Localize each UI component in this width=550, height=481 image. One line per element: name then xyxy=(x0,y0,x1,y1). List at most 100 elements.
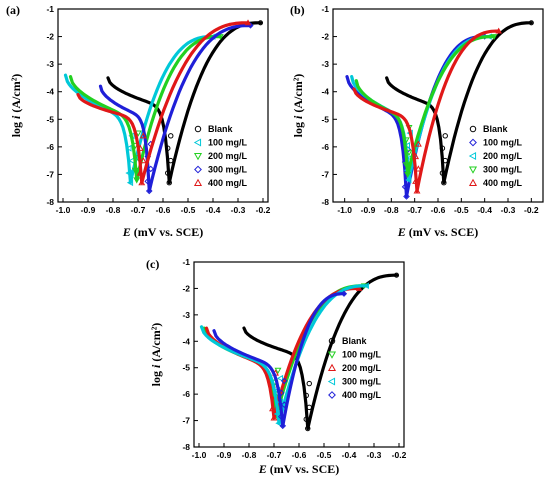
polarization-curve xyxy=(76,21,250,185)
polarization-curve xyxy=(350,35,491,182)
legend: Blank 100 mg/L 200 mg/L 300 mg/L 400 mg/L xyxy=(468,124,523,188)
x-tick-label: -0.7 xyxy=(407,205,422,215)
data-point xyxy=(340,290,348,297)
y-tick-label: -7 xyxy=(182,416,190,426)
data-point xyxy=(138,179,146,186)
x-tick-label: -0.4 xyxy=(206,205,221,215)
x-tick-label: -0.6 xyxy=(292,450,307,460)
legend-marker xyxy=(328,391,336,399)
data-point xyxy=(280,377,288,385)
data-point xyxy=(495,27,502,34)
y-tick-label: -6 xyxy=(182,389,190,399)
data-point xyxy=(139,157,147,164)
data-point xyxy=(269,405,276,412)
polarization-curve xyxy=(106,21,263,185)
panel-3: -1.0 -0.9 -0.8 -0.7 -0.6 -0.5 -0.4 -0.3 -0.2 -8 -7… xyxy=(146,257,407,476)
data-point xyxy=(277,413,285,420)
data-point xyxy=(439,145,446,151)
polarization-curve xyxy=(212,292,346,428)
x-tick-label: -0.8 xyxy=(106,205,121,215)
data-point xyxy=(405,176,412,184)
data-point xyxy=(393,272,400,278)
y-tick-label: -1 xyxy=(321,4,329,14)
x-tick-label: -0.9 xyxy=(361,205,376,215)
data-point xyxy=(168,133,174,139)
y-tick-label: -1 xyxy=(46,4,54,14)
data-point xyxy=(133,177,141,184)
data-point xyxy=(403,142,411,149)
data-point xyxy=(274,367,282,374)
legend-entry: Blank xyxy=(342,336,368,346)
panel-label: (b) xyxy=(290,3,305,17)
x-tick-label: -1.0 xyxy=(337,205,352,215)
data-point xyxy=(306,404,312,411)
panel-label: (c) xyxy=(146,257,159,271)
x-tick-label: -0.7 xyxy=(131,205,146,215)
data-point xyxy=(165,170,171,176)
data-point xyxy=(442,133,448,139)
x-tick-label: -0.4 xyxy=(477,205,492,215)
data-point xyxy=(490,34,498,41)
data-point xyxy=(439,170,446,176)
x-tick-label: -0.8 xyxy=(242,450,257,460)
data-point xyxy=(412,177,420,184)
legend: Blank 100 mg/L 200 mg/L 300 mg/L 400 mg/L xyxy=(193,124,248,188)
legend-marker xyxy=(327,363,337,372)
data-point xyxy=(166,179,172,186)
legend-marker xyxy=(193,152,203,161)
x-tick-label: -0.2 xyxy=(256,205,271,215)
data-point xyxy=(412,152,420,160)
data-point xyxy=(280,401,288,409)
series-400-mg-l xyxy=(76,19,252,186)
legend-marker xyxy=(194,165,202,174)
y-tick-label: -1 xyxy=(182,257,190,267)
data-point xyxy=(244,19,252,26)
data-point xyxy=(404,171,412,179)
y-tick-label: -8 xyxy=(321,197,329,207)
y-tick-label: -8 xyxy=(46,197,54,207)
x-tick-label: -1.0 xyxy=(192,450,207,460)
polarization-curve xyxy=(352,29,501,193)
legend-marker xyxy=(469,138,477,147)
x-tick-label: -0.3 xyxy=(367,450,382,460)
panel-1: -1.0 -0.9 -0.8 -0.7 -0.6 -0.5 -0.4 -0.3 -0.2 -8 -7… xyxy=(6,3,271,239)
y-tick-label: -8 xyxy=(182,442,190,452)
legend: Blank 100 mg/L 200 mg/L 300 mg/L 400 mg/L xyxy=(327,336,382,400)
x-tick-label: -0.8 xyxy=(384,205,399,215)
panel-2: -1.0 -0.9 -0.8 -0.7 -0.6 -0.5 -0.4 -0.3 -0.2 -8 -7… xyxy=(290,3,544,239)
y-axis-label: log i (A/cm²) xyxy=(291,74,305,138)
y-tick-label: -3 xyxy=(321,59,329,69)
legend-marker xyxy=(327,377,336,386)
polarization-curve xyxy=(68,35,223,182)
x-tick-label: -0.5 xyxy=(454,205,469,215)
legend-entry: 100 mg/L xyxy=(208,138,248,148)
series-400-mg-l xyxy=(212,290,348,430)
data-point xyxy=(147,165,155,173)
legend-marker xyxy=(468,151,477,161)
polarization-curve xyxy=(204,286,361,420)
y-tick-label: -6 xyxy=(321,142,329,152)
data-point xyxy=(405,149,413,157)
data-point xyxy=(125,144,132,152)
data-point xyxy=(403,193,410,200)
x-tick-label: -0.5 xyxy=(317,450,332,460)
x-axis-label: E (mV vs. SCE) xyxy=(122,225,203,239)
legend-entry: 300 mg/L xyxy=(342,377,382,387)
legend-marker xyxy=(468,178,478,187)
y-tick-label: -2 xyxy=(321,32,329,42)
data-point xyxy=(303,416,309,422)
data-point xyxy=(276,374,284,382)
data-point xyxy=(306,380,312,387)
legend-entry: 400 mg/L xyxy=(483,178,523,188)
polarization-curve xyxy=(63,35,215,185)
data-point xyxy=(402,137,410,144)
x-axis-label: E (mV vs. SCE) xyxy=(397,225,478,239)
x-tick-label: -0.9 xyxy=(217,450,232,460)
data-point xyxy=(528,20,534,26)
polarization-curve xyxy=(98,23,253,193)
x-tick-label: -0.2 xyxy=(392,450,407,460)
data-point xyxy=(442,157,448,164)
y-tick-label: -4 xyxy=(321,87,329,97)
y-axis-label: log i (A/cm²) xyxy=(9,74,23,138)
